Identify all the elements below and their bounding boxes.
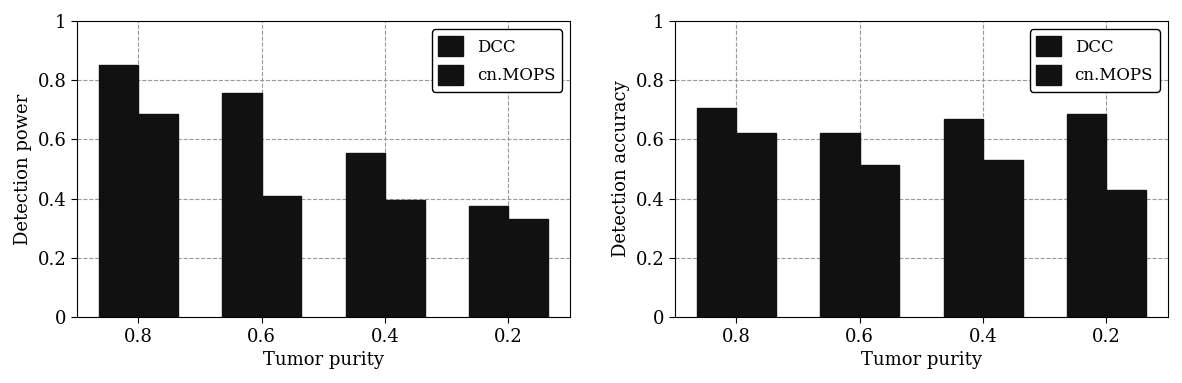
Bar [859,165,900,317]
Bar [820,133,859,317]
Y-axis label: Detection power: Detection power [14,93,32,245]
Bar [261,196,301,317]
Bar [983,160,1022,317]
Bar [508,219,548,317]
Y-axis label: Detection accuracy: Detection accuracy [612,81,630,257]
X-axis label: Tumor purity: Tumor purity [262,351,384,369]
Bar [345,153,385,317]
Bar [736,133,775,317]
Bar [697,108,736,317]
Bar [1067,114,1106,317]
Bar [99,65,138,317]
Bar [469,206,508,317]
Legend: DCC, cn.MOPS: DCC, cn.MOPS [1030,29,1160,92]
Bar [138,114,177,317]
Legend: DCC, cn.MOPS: DCC, cn.MOPS [431,29,561,92]
Bar [1106,190,1145,317]
Bar [943,119,983,317]
X-axis label: Tumor purity: Tumor purity [860,351,982,369]
Bar [385,200,424,317]
Bar [222,93,261,317]
